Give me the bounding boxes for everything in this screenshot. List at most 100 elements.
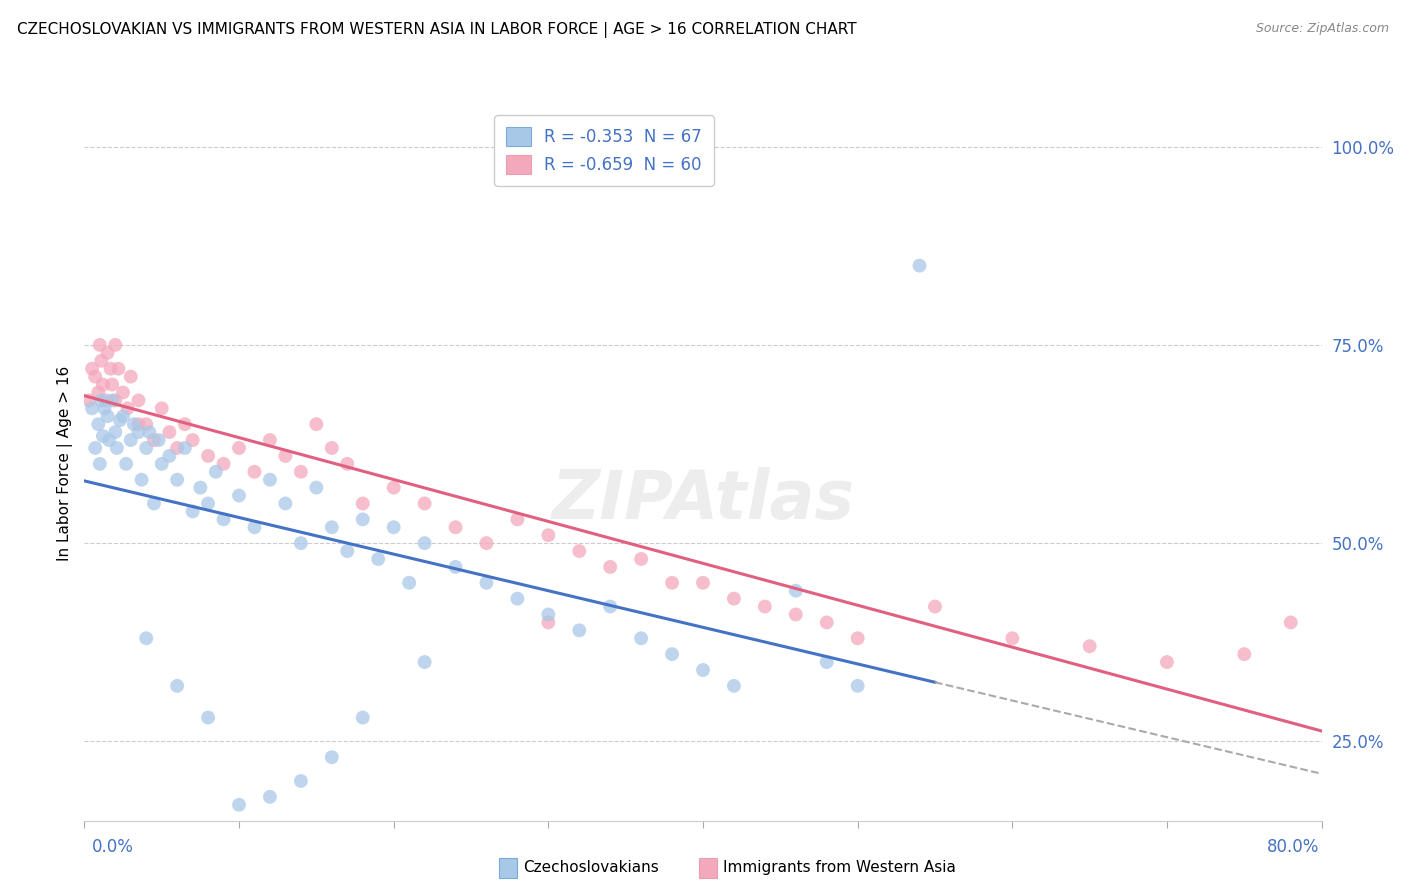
Point	[382, 481, 405, 495]
Point	[90, 393, 112, 408]
Point	[1233, 647, 1256, 661]
Point	[568, 544, 591, 558]
Point	[444, 520, 467, 534]
Point	[96, 409, 118, 424]
Point	[754, 599, 776, 614]
Point	[259, 473, 281, 487]
Point	[143, 433, 166, 447]
Point	[352, 512, 374, 526]
Point	[122, 417, 145, 432]
Point	[661, 647, 683, 661]
Point	[228, 441, 250, 455]
Point	[93, 401, 115, 416]
Point	[89, 338, 111, 352]
Point	[117, 401, 139, 416]
Point	[723, 679, 745, 693]
Point	[120, 369, 142, 384]
Point	[112, 409, 135, 424]
Point	[305, 481, 328, 495]
Point	[723, 591, 745, 606]
Point	[188, 481, 212, 495]
Point	[537, 528, 560, 542]
Point	[1078, 639, 1101, 653]
Point	[290, 536, 312, 550]
Point	[150, 457, 173, 471]
Point	[94, 393, 117, 408]
Text: Czechoslovakians: Czechoslovakians	[523, 861, 659, 875]
Point	[91, 377, 114, 392]
Point	[599, 599, 621, 614]
Point	[274, 449, 297, 463]
Point	[815, 655, 838, 669]
Point	[98, 433, 121, 447]
Point	[537, 615, 560, 630]
Point	[274, 496, 297, 510]
Point	[243, 465, 266, 479]
Point	[506, 512, 529, 526]
Point	[599, 560, 621, 574]
Point	[135, 632, 157, 646]
Point	[398, 575, 420, 590]
Point	[692, 575, 714, 590]
Text: CZECHOSLOVAKIAN VS IMMIGRANTS FROM WESTERN ASIA IN LABOR FORCE | AGE > 16 CORREL: CZECHOSLOVAKIAN VS IMMIGRANTS FROM WESTE…	[17, 22, 856, 38]
Point	[290, 774, 312, 789]
Point	[197, 449, 219, 463]
Point	[413, 496, 436, 510]
Point	[212, 457, 235, 471]
Point	[243, 520, 266, 534]
Point	[1279, 615, 1302, 630]
Point	[321, 750, 343, 764]
Point	[290, 465, 312, 479]
Text: 80.0%: 80.0%	[1267, 838, 1319, 855]
Point	[150, 401, 173, 416]
Point	[77, 393, 100, 408]
Point	[630, 552, 652, 566]
Point	[1001, 632, 1024, 646]
Point	[413, 655, 436, 669]
Point	[89, 457, 111, 471]
Text: Source: ZipAtlas.com: Source: ZipAtlas.com	[1256, 22, 1389, 36]
Point	[506, 591, 529, 606]
Point	[127, 425, 149, 439]
Point	[174, 417, 197, 432]
Point	[108, 413, 131, 427]
Point	[197, 710, 219, 724]
Point	[84, 441, 107, 455]
Point	[90, 353, 112, 368]
Point	[127, 393, 149, 408]
Point	[212, 512, 235, 526]
Point	[181, 433, 204, 447]
Point	[785, 607, 807, 622]
Point	[475, 575, 498, 590]
Point	[537, 607, 560, 622]
Point	[475, 536, 498, 550]
Point	[166, 679, 188, 693]
Text: Immigrants from Western Asia: Immigrants from Western Asia	[723, 861, 956, 875]
Point	[84, 369, 107, 384]
Point	[82, 361, 104, 376]
Point	[143, 496, 166, 510]
Point	[148, 433, 170, 447]
Point	[127, 417, 149, 432]
Point	[413, 536, 436, 550]
Point	[815, 615, 838, 630]
Point	[846, 632, 869, 646]
Point	[259, 789, 281, 804]
Point	[336, 544, 359, 558]
Point	[104, 425, 127, 439]
Point	[630, 632, 652, 646]
Point	[352, 710, 374, 724]
Point	[181, 504, 204, 518]
Point	[321, 520, 343, 534]
Text: 0.0%: 0.0%	[91, 838, 134, 855]
Point	[104, 393, 127, 408]
Point	[924, 599, 946, 614]
Point	[112, 385, 135, 400]
Point	[96, 346, 118, 360]
Point	[336, 457, 359, 471]
Point	[135, 441, 157, 455]
Y-axis label: In Labor Force | Age > 16: In Labor Force | Age > 16	[58, 367, 73, 561]
Point	[159, 449, 180, 463]
Point	[1156, 655, 1178, 669]
Point	[908, 259, 931, 273]
